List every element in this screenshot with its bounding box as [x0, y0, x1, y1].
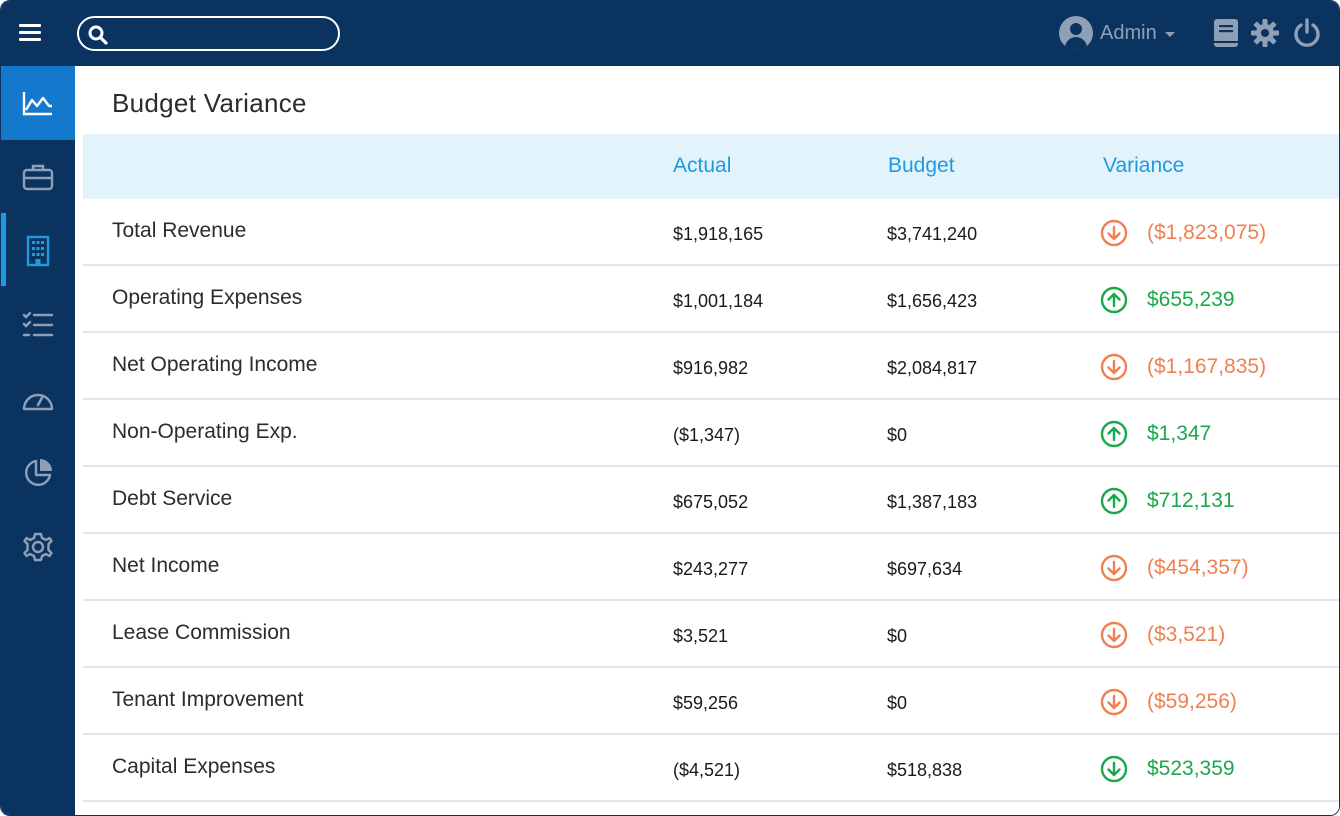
- table-row[interactable]: Non-Operating Exp. ($1,347) $0 $1,347: [83, 400, 1339, 467]
- column-header-variance[interactable]: Variance: [1103, 154, 1185, 177]
- building-icon: [26, 235, 50, 267]
- arrow-down-circle-icon: [1100, 353, 1128, 381]
- variance-value: ($3,521): [1147, 623, 1226, 646]
- main-content: Budget Variance Actual Budget Variance T…: [75, 66, 1339, 815]
- settings-icon: [23, 532, 53, 562]
- row-label: Net Income: [112, 554, 220, 577]
- actual-value: $3,521: [673, 626, 729, 646]
- table-row[interactable]: Net Operating Income $916,982 $2,084,817 ($…: [83, 333, 1339, 400]
- table-row[interactable]: Capital Expenses ($4,521) $518,838 $523,359: [83, 735, 1339, 802]
- row-label: Net Operating Income: [112, 353, 318, 376]
- gear-icon[interactable]: [1250, 18, 1280, 48]
- arrow-up-circle-icon: [1100, 487, 1128, 515]
- actual-value: $59,256: [673, 693, 739, 713]
- avatar-icon: [1059, 16, 1093, 50]
- row-label: Total Revenue: [112, 219, 247, 242]
- table-row[interactable]: Debt Service $675,052 $1,387,183 $712,131: [83, 467, 1339, 534]
- arrow-up-circle-icon: [1100, 420, 1128, 448]
- actual-value: $1,001,184: [673, 291, 764, 311]
- budget-value: $0: [887, 626, 908, 646]
- sidebar-item-portfolio[interactable]: [1, 140, 75, 214]
- table-row[interactable]: Operating Expenses $1,001,184 $1,656,423 $6…: [83, 266, 1339, 333]
- user-menu[interactable]: Admin: [1059, 15, 1175, 51]
- budget-value: $0: [887, 425, 908, 445]
- arrow-down-circle-icon: [1100, 219, 1128, 247]
- actual-value: $675,052: [673, 492, 749, 512]
- budget-value: $3,741,240: [887, 224, 978, 244]
- sidebar-item-properties[interactable]: [1, 214, 75, 288]
- row-label: Lease Commission: [112, 621, 291, 644]
- speedometer-icon: [22, 393, 54, 411]
- search-box[interactable]: [77, 16, 340, 51]
- budget-value: $2,084,817: [887, 358, 978, 378]
- pie-chart-icon: [25, 459, 52, 486]
- row-label: Debt Service: [112, 487, 233, 510]
- variance-value: ($59,256): [1147, 690, 1237, 713]
- budget-value: $0: [887, 693, 908, 713]
- sidebar-item-tasks[interactable]: [1, 288, 75, 362]
- actual-value: ($4,521): [673, 760, 741, 780]
- budget-value: $518,838: [887, 760, 963, 780]
- budget-value: $1,656,423: [887, 291, 978, 311]
- arrow-up-circle-icon: [1100, 286, 1128, 314]
- arrow-down-circle-icon: [1100, 755, 1128, 783]
- variance-value: $523,359: [1147, 757, 1235, 780]
- budget-value: $697,634: [887, 559, 963, 579]
- arrow-down-circle-icon: [1100, 688, 1128, 716]
- table-row[interactable]: Tenant Improvement $59,256 $0 ($59,256): [83, 668, 1339, 735]
- row-label: Operating Expenses: [112, 286, 303, 309]
- table-row[interactable]: Net Income $243,277 $697,634 ($454,357): [83, 534, 1339, 601]
- actual-value: ($1,347): [673, 425, 741, 445]
- row-label: Capital Expenses: [112, 755, 276, 778]
- actual-value: $916,982: [673, 358, 749, 378]
- variance-value: $712,131: [1147, 489, 1235, 512]
- briefcase-icon: [22, 164, 54, 191]
- top-bar: Admin: [1, 1, 1339, 66]
- user-name: Admin: [1100, 21, 1157, 44]
- chevron-down-icon: [1164, 31, 1175, 37]
- variance-value: ($1,167,835): [1147, 355, 1267, 378]
- column-header-actual[interactable]: Actual: [673, 154, 732, 177]
- actual-value: $243,277: [673, 559, 749, 579]
- arrow-down-circle-icon: [1100, 621, 1128, 649]
- sidebar-item-reports[interactable]: [1, 436, 75, 510]
- sidebar-selection-marker: [1, 213, 6, 286]
- budget-value: $1,387,183: [887, 492, 978, 512]
- page-title: Budget Variance: [112, 88, 307, 118]
- power-icon[interactable]: [1292, 18, 1322, 48]
- sidebar: [1, 66, 75, 815]
- row-label: Tenant Improvement: [112, 688, 304, 711]
- sidebar-item-dashboard[interactable]: [1, 66, 75, 140]
- variance-value: ($454,357): [1147, 556, 1249, 579]
- book-icon[interactable]: [1211, 18, 1241, 48]
- variance-value: $655,239: [1147, 288, 1235, 311]
- table-row[interactable]: Total Revenue $1,918,165 $3,741,240 ($1,823…: [83, 199, 1339, 266]
- search-icon: [88, 25, 108, 45]
- table-header: Actual Budget Variance: [83, 134, 1339, 199]
- search-input[interactable]: [113, 22, 333, 46]
- variance-value: $1,347: [1147, 422, 1212, 445]
- area-chart-icon: [22, 92, 52, 116]
- hamburger-icon[interactable]: [19, 22, 43, 44]
- checklist-icon: [22, 311, 54, 337]
- actual-value: $1,918,165: [673, 224, 764, 244]
- arrow-down-circle-icon: [1100, 554, 1128, 582]
- row-label: Non-Operating Exp.: [112, 420, 298, 443]
- sidebar-item-performance[interactable]: [1, 362, 75, 436]
- table-row[interactable]: Lease Commission $3,521 $0 ($3,521): [83, 601, 1339, 668]
- column-header-budget[interactable]: Budget: [888, 154, 955, 177]
- sidebar-item-settings[interactable]: [1, 510, 75, 584]
- variance-value: ($1,823,075): [1147, 221, 1267, 244]
